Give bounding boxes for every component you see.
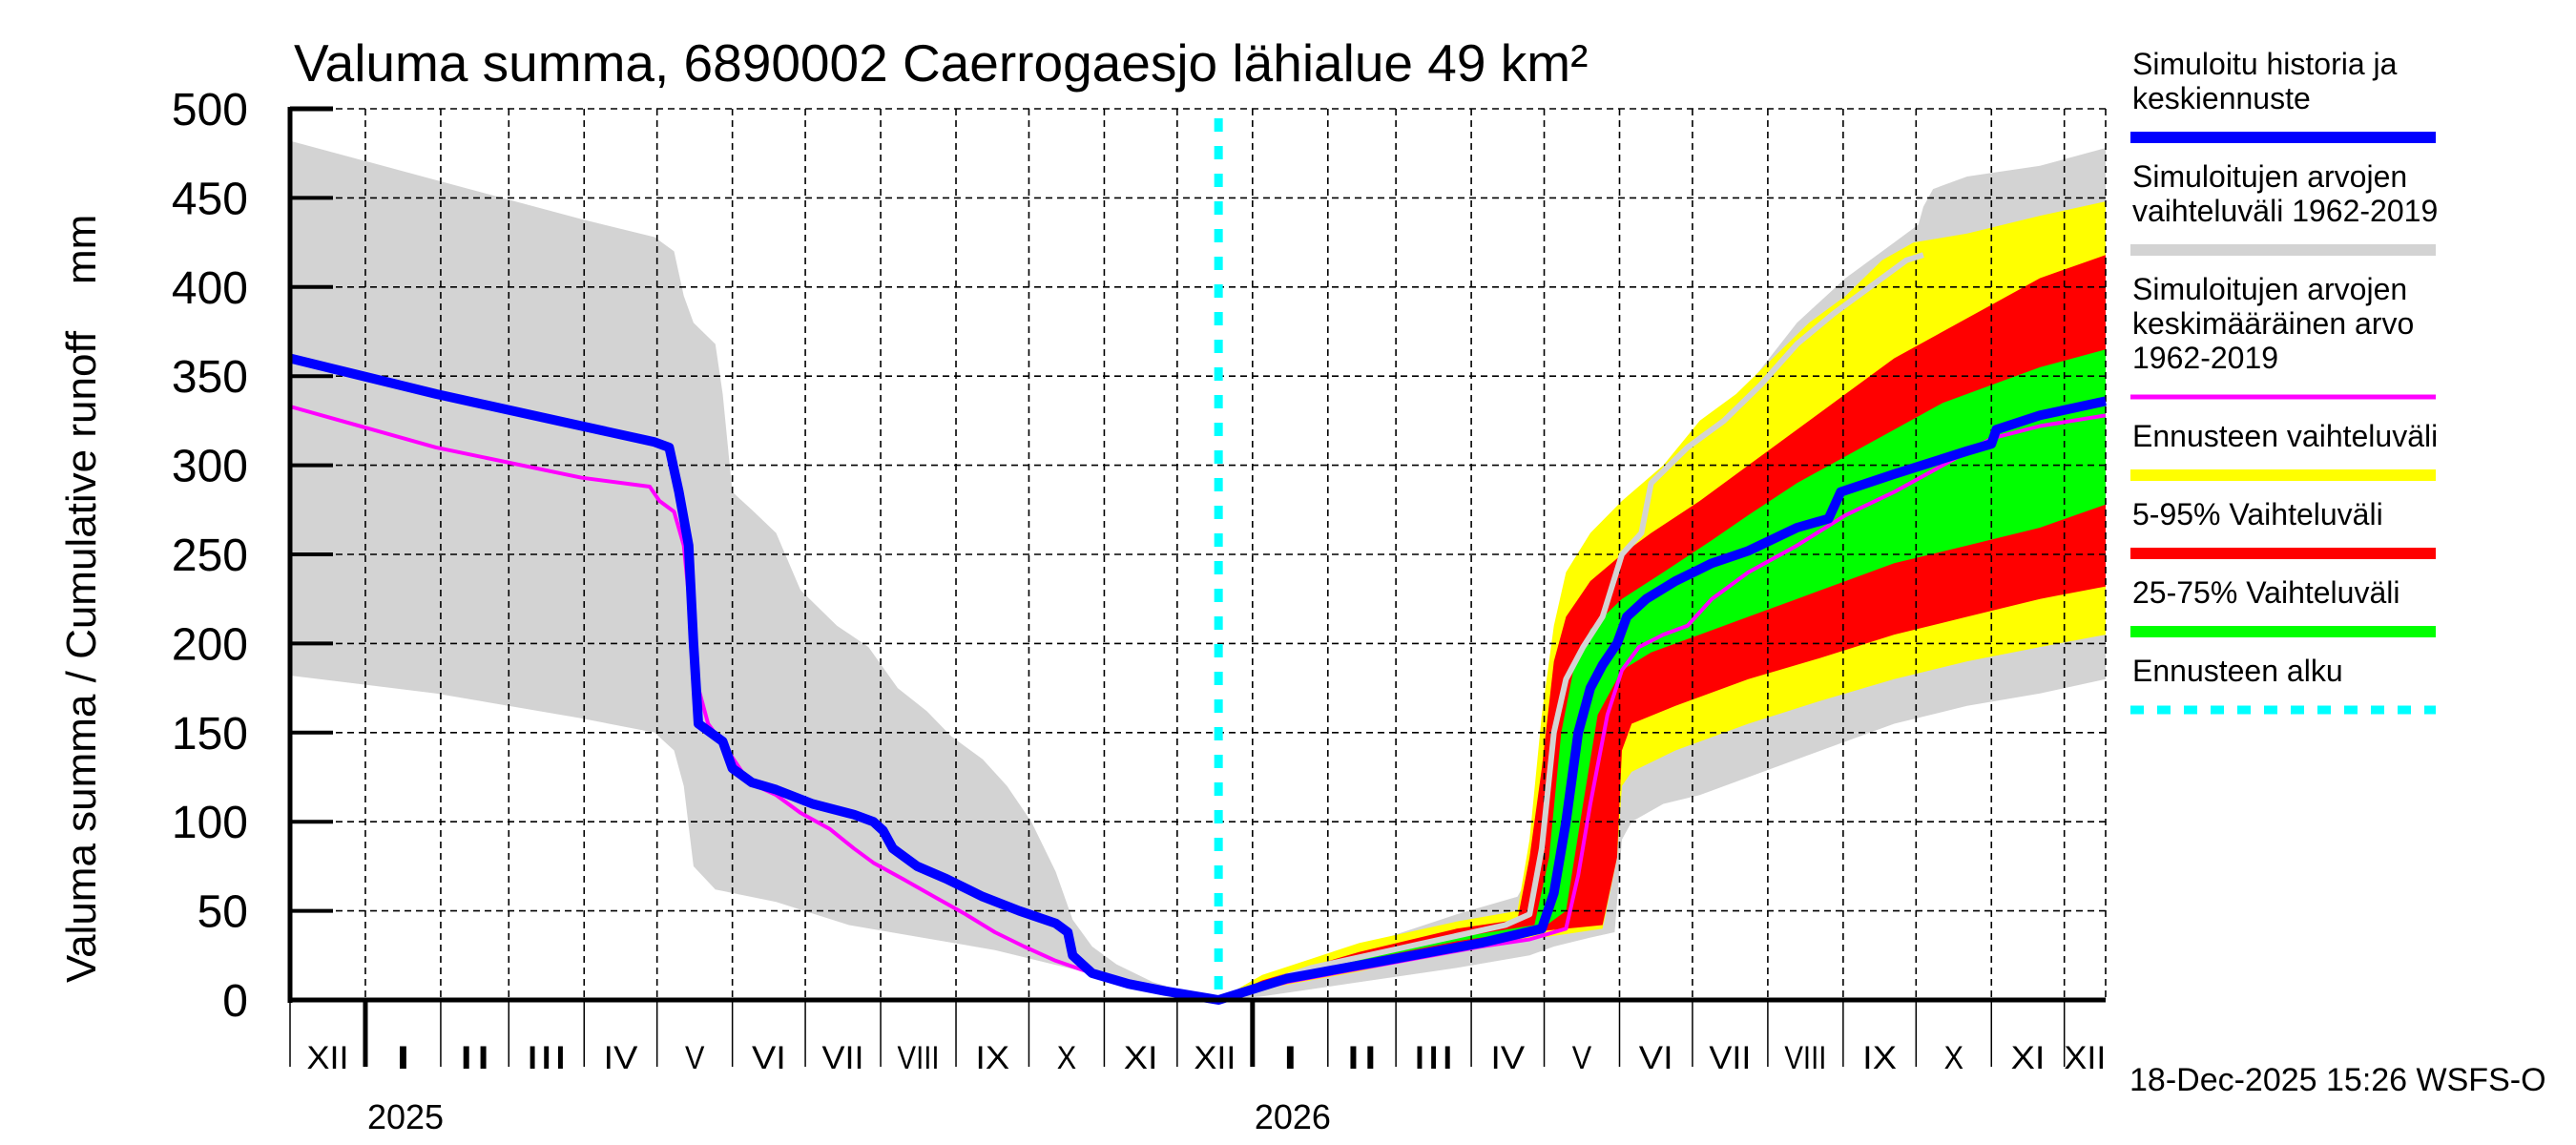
- ytick-label: 100: [172, 798, 248, 848]
- timestamp-footer: 18-Dec-2025 15:26 WSFS-O: [2129, 1062, 2546, 1098]
- month-label: IV: [1490, 1040, 1525, 1076]
- month-label: VIII: [1784, 1040, 1826, 1076]
- band-0: [290, 140, 2106, 1001]
- month-label: VII: [1709, 1040, 1751, 1076]
- month-label: I: [393, 1040, 412, 1076]
- month-label: VI: [752, 1040, 786, 1076]
- month-label: XII: [306, 1040, 348, 1076]
- ytick-label: 400: [172, 263, 248, 314]
- month-label: IX: [1862, 1040, 1897, 1076]
- x-axis-labels: XII I II III IV V VI VII VIII IX X XI XII I II III IV V VI…: [306, 1040, 2106, 1136]
- month-label: VII: [822, 1040, 864, 1076]
- axes-layer: [287, 106, 2106, 1067]
- month-label: X: [1057, 1040, 1076, 1076]
- grid-layer: [290, 108, 2107, 1000]
- legend-label: keskiennuste: [2132, 81, 2311, 115]
- month-label: III: [526, 1040, 568, 1076]
- series-line-1: [1217, 252, 1924, 1003]
- month-label: VI: [1639, 1040, 1673, 1076]
- ytick-label: 350: [172, 352, 248, 403]
- legend-label: Ennusteen alku: [2132, 654, 2343, 688]
- legend-label: vaihteluväli 1962-2019: [2132, 194, 2438, 228]
- year-label: 2025: [367, 1097, 444, 1136]
- ytick-label: 50: [197, 887, 248, 938]
- month-label: I: [1280, 1040, 1299, 1076]
- bands-layer: [290, 140, 2106, 1001]
- month-label: IV: [604, 1040, 638, 1076]
- band-3: [1218, 349, 2106, 1000]
- month-label: IX: [975, 1040, 1009, 1076]
- y-axis-labels: 0 50 100 150 200 250 300 350 400 450 500: [172, 85, 248, 1027]
- ytick-label: 500: [172, 85, 248, 135]
- month-label: III: [1413, 1040, 1455, 1076]
- month-label: V: [1572, 1040, 1592, 1076]
- month-label: XII: [2064, 1040, 2106, 1076]
- legend-label: Simuloitu historia ja: [2132, 47, 2398, 81]
- legend-label: 1962-2019: [2132, 341, 2278, 375]
- month-label: XII: [1194, 1040, 1236, 1076]
- ytick-label: 200: [172, 619, 248, 670]
- month-label: XI: [2011, 1040, 2046, 1076]
- legend-label: Simuloitujen arvojen: [2132, 272, 2407, 306]
- y-axis-label: Valuma summa / Cumulative runoff mm: [58, 215, 105, 983]
- month-label: II: [1345, 1040, 1380, 1076]
- ytick-label: 300: [172, 442, 248, 492]
- chart-title: Valuma summa, 6890002 Caerrogaesjo lähia…: [294, 33, 1588, 93]
- legend-label: Simuloitujen arvojen: [2132, 159, 2407, 194]
- year-label: 2026: [1255, 1097, 1331, 1136]
- ytick-label: 450: [172, 174, 248, 224]
- month-label: V: [685, 1040, 705, 1076]
- legend-label: 5-95% Vaihteluväli: [2132, 497, 2383, 531]
- legend-label: Ennusteen vaihteluväli: [2132, 419, 2438, 453]
- month-label: II: [458, 1040, 492, 1076]
- legend-label: 25-75% Vaihteluväli: [2132, 575, 2399, 610]
- ytick-label: 250: [172, 531, 248, 581]
- lines-layer: [288, 118, 2108, 1005]
- series-line-2: [288, 353, 2108, 1005]
- month-label: X: [1944, 1040, 1963, 1076]
- month-label: VIII: [898, 1040, 940, 1076]
- legend-label: keskimääräinen arvo: [2132, 306, 2414, 341]
- ytick-label: 150: [172, 709, 248, 760]
- month-label: XI: [1124, 1040, 1158, 1076]
- ytick-label: 0: [222, 976, 248, 1027]
